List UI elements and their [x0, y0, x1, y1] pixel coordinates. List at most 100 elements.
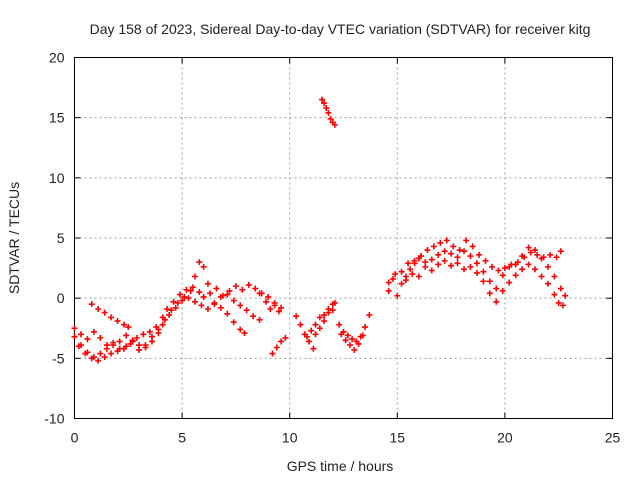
data-point	[428, 256, 435, 263]
data-point	[88, 355, 95, 362]
data-point	[323, 105, 330, 112]
x-tick-label: 25	[605, 430, 621, 446]
data-point	[204, 280, 211, 287]
series-kitg-c	[75, 291, 263, 364]
series-kitg-h	[303, 299, 338, 340]
data-point	[176, 291, 183, 298]
data-point	[415, 273, 422, 280]
data-point	[321, 318, 328, 325]
data-point	[125, 324, 132, 331]
data-point	[224, 291, 231, 298]
data-point	[448, 262, 455, 269]
data-point	[534, 251, 541, 258]
data-point	[239, 286, 246, 293]
data-point	[316, 325, 323, 332]
data-point	[230, 319, 237, 326]
data-point	[84, 336, 91, 343]
y-tick-label: -10	[44, 411, 64, 427]
data-point	[467, 263, 474, 270]
data-point	[499, 287, 506, 294]
data-point	[512, 272, 519, 279]
data-point	[473, 260, 480, 267]
data-point	[90, 328, 97, 335]
data-point	[342, 337, 349, 344]
data-point	[532, 247, 539, 254]
x-tick-label: 0	[71, 430, 79, 446]
data-point	[476, 251, 483, 258]
data-point	[116, 338, 123, 345]
data-point	[179, 297, 186, 304]
data-point	[114, 348, 121, 355]
data-point	[486, 290, 493, 297]
data-point	[456, 247, 463, 254]
data-point	[136, 342, 143, 349]
data-point	[544, 263, 551, 270]
data-point	[263, 298, 270, 305]
data-point	[273, 344, 280, 351]
data-point	[349, 336, 356, 343]
data-point	[547, 251, 554, 258]
data-point	[232, 283, 239, 290]
data-point	[217, 304, 224, 311]
x-tick-label: 15	[390, 430, 406, 446]
grid-lines	[74, 57, 613, 419]
data-point	[164, 305, 171, 312]
y-tick-label: -5	[52, 350, 65, 366]
data-point	[366, 312, 373, 319]
y-tick-label: 10	[49, 170, 65, 186]
data-point	[101, 309, 108, 316]
data-point	[101, 354, 108, 361]
data-point	[146, 328, 153, 335]
data-point	[97, 334, 104, 341]
data-point	[140, 331, 147, 338]
data-point	[271, 302, 278, 309]
data-point	[331, 299, 338, 306]
data-point	[521, 254, 528, 261]
data-point	[540, 254, 547, 261]
data-point	[114, 318, 121, 325]
data-point	[207, 290, 214, 297]
data-point	[392, 271, 399, 278]
x-tick-label: 5	[178, 430, 186, 446]
data-point	[398, 268, 405, 275]
series-kitg-f	[269, 334, 289, 357]
data-point	[88, 301, 95, 308]
data-point	[110, 342, 117, 349]
data-point	[237, 326, 244, 333]
data-point	[385, 279, 392, 286]
data-point	[148, 338, 155, 345]
data-point	[168, 307, 175, 314]
data-point	[241, 330, 248, 337]
data-point	[97, 350, 104, 357]
series-kitg-j	[318, 96, 338, 128]
data-point	[398, 280, 405, 287]
data-point	[441, 248, 448, 255]
data-point	[495, 267, 502, 274]
data-point	[77, 331, 84, 338]
data-point	[243, 307, 250, 314]
data-point	[153, 324, 160, 331]
data-point	[297, 321, 304, 328]
data-point	[385, 287, 392, 294]
data-point	[443, 237, 450, 244]
y-axis-label: SDTVAR / TECUs	[6, 182, 22, 294]
data-point	[237, 302, 244, 309]
data-point	[95, 305, 102, 312]
data-point	[256, 316, 263, 323]
data-point	[312, 331, 319, 338]
data-point	[461, 248, 468, 255]
data-point	[181, 293, 188, 300]
data-point	[411, 257, 418, 264]
data-point	[82, 350, 89, 357]
data-point	[120, 345, 127, 352]
y-tick-label: 15	[49, 110, 65, 126]
data-point	[480, 268, 487, 275]
data-point	[192, 273, 199, 280]
data-point	[514, 259, 521, 266]
data-point	[108, 350, 115, 357]
data-point	[71, 333, 78, 340]
data-point	[230, 297, 237, 304]
data-point	[245, 281, 252, 288]
data-point	[525, 261, 532, 268]
